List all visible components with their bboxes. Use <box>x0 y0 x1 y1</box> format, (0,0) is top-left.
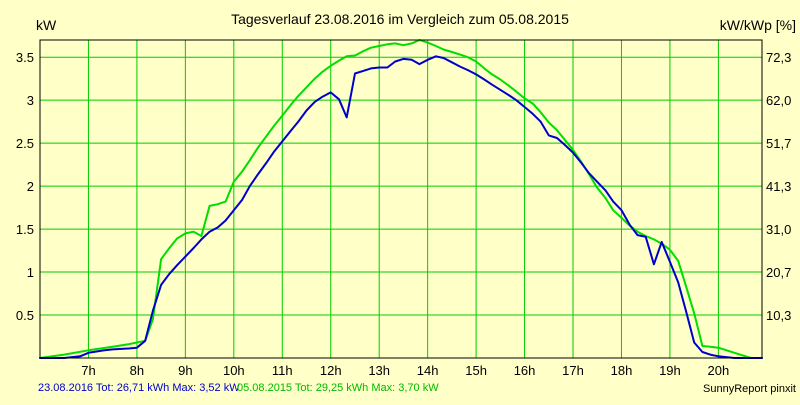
x-tick-label: 19h <box>659 363 681 378</box>
x-tick-label: 10h <box>223 363 245 378</box>
credit-text: SunnyReport pinxit <box>703 383 796 395</box>
x-tick-label: 20h <box>708 363 730 378</box>
y-axis-left-label: kW <box>36 17 57 33</box>
legend-series-2: 05.08.2015 Tot: 29,25 kWh Max: 3,70 kW <box>237 382 439 394</box>
y-tick-label-left: 2.5 <box>16 136 34 151</box>
y-tick-label-right: 41,3 <box>766 179 791 194</box>
series-lines <box>39 39 763 359</box>
x-tick-label: 18h <box>611 363 633 378</box>
x-tick-label: 7h <box>81 363 95 378</box>
y-tick-label-left: 1 <box>27 265 34 280</box>
x-tick-label: 8h <box>130 363 144 378</box>
x-tick-label: 17h <box>562 363 584 378</box>
y-tick-label-right: 62,0 <box>766 93 791 108</box>
x-tick-label: 13h <box>368 363 390 378</box>
x-tick-label: 16h <box>514 363 536 378</box>
y-tick-label-right: 31,0 <box>766 222 791 237</box>
x-tick-label: 15h <box>465 363 487 378</box>
y-tick-label-left: 3 <box>27 93 34 108</box>
y-tick-label-left: 2 <box>27 179 34 194</box>
legend-series-1: 23.08.2016 Tot: 26,71 kWh Max: 3,52 kW <box>38 382 240 394</box>
x-tick-label: 14h <box>417 363 439 378</box>
y-tick-label-left: 3.5 <box>16 50 34 65</box>
y-tick-label-left: 0.5 <box>16 308 34 323</box>
y-tick-label-right: 72,3 <box>766 50 791 65</box>
y-tick-label-right: 20,7 <box>766 265 791 280</box>
x-tick-label: 9h <box>178 363 192 378</box>
y-tick-label-left: 1.5 <box>16 222 34 237</box>
x-tick-label: 11h <box>272 363 293 378</box>
grid <box>40 40 762 358</box>
axis-ticks: 7h 8h 9h 10h 11h 12h 13h 14h 15h 16h 17h 18h 19h 20h 0… <box>16 50 791 378</box>
y-tick-label-right: 10,3 <box>766 308 791 323</box>
y-axis-right-label: kW/kWp [%] <box>720 17 796 33</box>
plot-frame <box>39 39 763 359</box>
series-line-2 <box>39 39 763 359</box>
y-tick-label-right: 51,7 <box>766 136 791 151</box>
x-tick-label: 12h <box>320 363 342 378</box>
series-line-1 <box>39 55 763 359</box>
chart-title: Tagesverlauf 23.08.2016 im Vergleich zum… <box>231 11 569 27</box>
